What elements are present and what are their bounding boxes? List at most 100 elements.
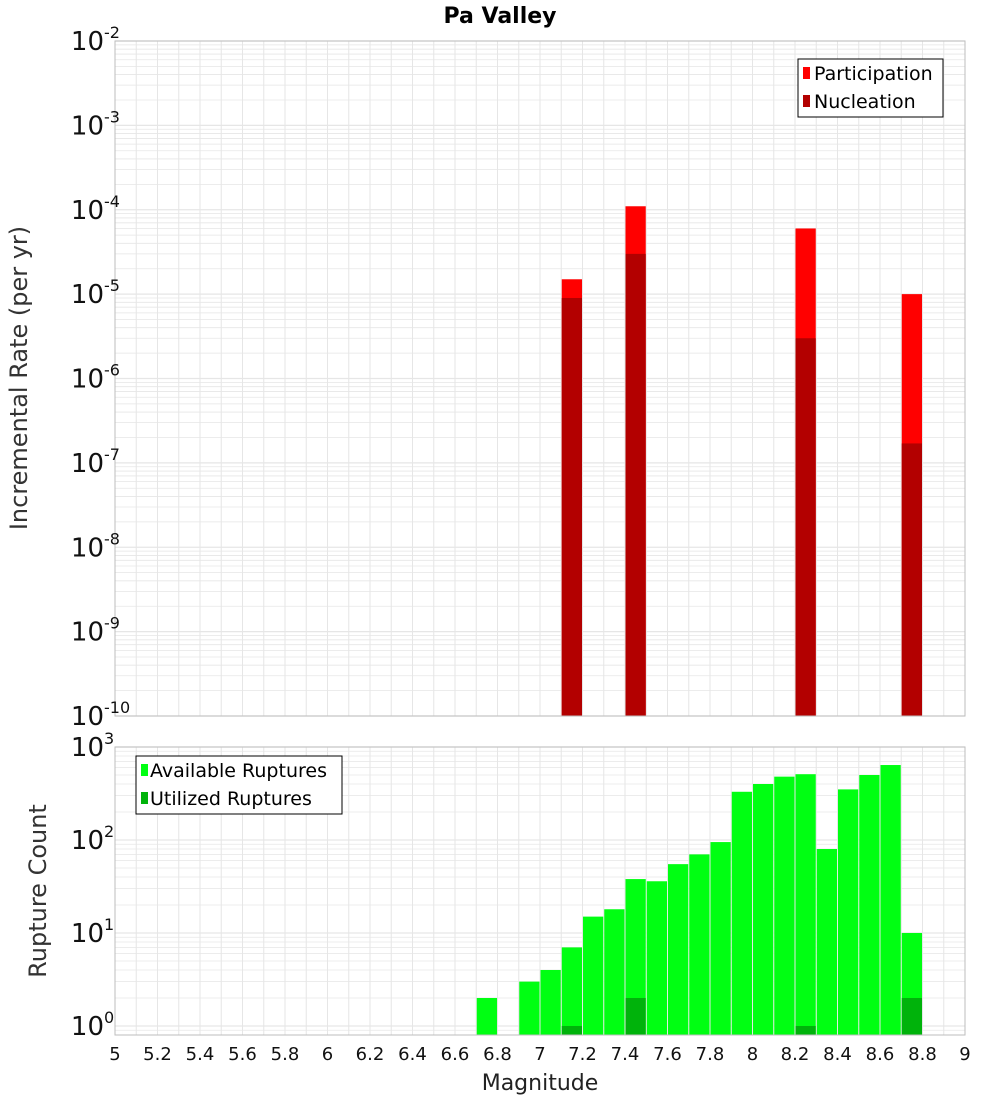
x-tick-label: 5 xyxy=(109,1044,120,1065)
legend-swatch-available xyxy=(141,764,148,776)
bar-available xyxy=(731,791,752,1035)
count-y-axis-label: Rupture Count xyxy=(24,804,52,978)
bar-available xyxy=(583,916,604,1035)
bar-available xyxy=(540,969,561,1035)
bar-available xyxy=(859,774,880,1035)
x-tick-label: 8.4 xyxy=(823,1044,852,1065)
rate-y-tick-exponent: -6 xyxy=(104,361,120,380)
legend-label-available: Available Ruptures xyxy=(150,760,327,782)
bar-utilized xyxy=(625,997,646,1035)
x-tick-label: 9 xyxy=(959,1044,970,1065)
rate-legend-box xyxy=(797,58,944,118)
count-y-tick-label: 10 xyxy=(71,733,104,763)
count-y-tick-exponent: 3 xyxy=(104,729,114,748)
count-y-tick-exponent: 2 xyxy=(104,822,114,841)
bar-available xyxy=(838,789,859,1035)
x-tick-label: 6 xyxy=(322,1044,333,1065)
rate-y-tick-exponent: -4 xyxy=(104,192,120,211)
rate-y-tick-exponent: -10 xyxy=(104,698,130,717)
bar-available xyxy=(689,854,710,1035)
legend-label-nucleation: Nucleation xyxy=(814,91,916,113)
bar-available xyxy=(880,765,901,1035)
rate-y-tick-exponent: -7 xyxy=(104,445,120,464)
rate-frame xyxy=(114,40,966,717)
legend-swatch-utilized xyxy=(141,792,148,804)
rate-y-tick-label: 10 xyxy=(71,449,104,479)
rate-y-ticks: 10-210-310-410-510-610-710-810-910-10 xyxy=(71,23,130,732)
rate-y-tick-label: 10 xyxy=(71,196,104,226)
bar-nucleation xyxy=(561,297,582,716)
x-tick-label: 7.4 xyxy=(611,1044,640,1065)
bar-available xyxy=(561,947,582,1035)
x-tick-label: 8 xyxy=(747,1044,758,1065)
x-axis-label: Magnitude xyxy=(482,1071,599,1096)
rate-bars xyxy=(561,206,922,716)
x-tick-label: 5.2 xyxy=(143,1044,172,1065)
x-tick-label: 8.2 xyxy=(781,1044,810,1065)
rate-y-tick-exponent: -3 xyxy=(104,107,120,126)
rate-grid xyxy=(114,40,966,717)
count-frame xyxy=(114,746,966,1036)
count-bars xyxy=(476,765,922,1035)
x-tick-label: 6.2 xyxy=(356,1044,385,1065)
rate-panel: 10-210-310-410-510-610-710-810-910-10 In… xyxy=(5,23,966,732)
bar-available xyxy=(604,909,625,1035)
rate-y-tick-label: 10 xyxy=(71,365,104,395)
rate-legend: Participation Nucleation xyxy=(797,58,944,118)
x-tick-label: 8.6 xyxy=(866,1044,895,1065)
rate-y-tick-label: 10 xyxy=(71,280,104,310)
legend-label-participation: Participation xyxy=(814,63,933,85)
chart-title: Pa Valley xyxy=(443,4,556,29)
bar-available xyxy=(519,981,540,1035)
x-tick-label: 5.6 xyxy=(228,1044,257,1065)
rate-y-tick-label: 10 xyxy=(71,702,104,732)
bar-available xyxy=(646,881,667,1035)
x-ticks: 5 5.2 5.4 5.6 5.8 6 6.2 6.4 6.6 6.8 7 7.2 7.4 7.6 7.8 8… xyxy=(109,1044,970,1065)
bar-available xyxy=(668,864,689,1035)
x-tick-label: 7.8 xyxy=(696,1044,725,1065)
bar-available xyxy=(625,879,646,1035)
rate-y-axis-label: Incremental Rate (per yr) xyxy=(5,226,33,530)
legend-swatch-participation xyxy=(803,67,810,79)
bar-utilized xyxy=(901,997,922,1035)
x-tick-label: 6.8 xyxy=(483,1044,512,1065)
x-tick-label: 7.6 xyxy=(653,1044,682,1065)
bar-nucleation xyxy=(625,253,646,716)
count-legend-box xyxy=(135,755,343,815)
x-tick-label: 5.8 xyxy=(271,1044,300,1065)
count-y-tick-exponent: 0 xyxy=(104,1008,114,1027)
legend-swatch-nucleation xyxy=(803,95,810,107)
rate-y-tick-exponent: -9 xyxy=(104,614,120,633)
rate-y-tick-exponent: -8 xyxy=(104,529,120,548)
rate-y-tick-label: 10 xyxy=(71,533,104,563)
bar-available xyxy=(710,842,731,1035)
rate-y-tick-label: 10 xyxy=(71,111,104,141)
bar-nucleation xyxy=(901,443,922,716)
x-tick-label: 6.6 xyxy=(441,1044,470,1065)
count-y-tick-label: 10 xyxy=(71,919,104,949)
x-tick-label: 8.8 xyxy=(908,1044,937,1065)
x-tick-label: 6.4 xyxy=(398,1044,427,1065)
bar-utilized xyxy=(795,1025,816,1035)
bar-utilized xyxy=(561,1025,582,1035)
legend-label-utilized: Utilized Ruptures xyxy=(150,788,312,810)
bar-available xyxy=(795,774,816,1035)
count-y-tick-exponent: 1 xyxy=(104,915,114,934)
x-tick-label: 5.4 xyxy=(186,1044,215,1065)
bar-available xyxy=(774,776,795,1035)
count-y-tick-label: 10 xyxy=(71,826,104,856)
rate-y-tick-exponent: -5 xyxy=(104,276,120,295)
bar-available xyxy=(753,784,774,1035)
rate-y-tick-label: 10 xyxy=(71,27,104,57)
bar-nucleation xyxy=(795,338,816,716)
rate-y-tick-label: 10 xyxy=(71,618,104,648)
rate-y-tick-exponent: -2 xyxy=(104,23,120,42)
x-tick-label: 7.2 xyxy=(568,1044,597,1065)
bar-available xyxy=(816,849,837,1035)
count-y-tick-label: 10 xyxy=(71,1012,104,1042)
bar-available xyxy=(476,997,497,1035)
count-legend: Available Ruptures Utilized Ruptures xyxy=(135,755,343,815)
